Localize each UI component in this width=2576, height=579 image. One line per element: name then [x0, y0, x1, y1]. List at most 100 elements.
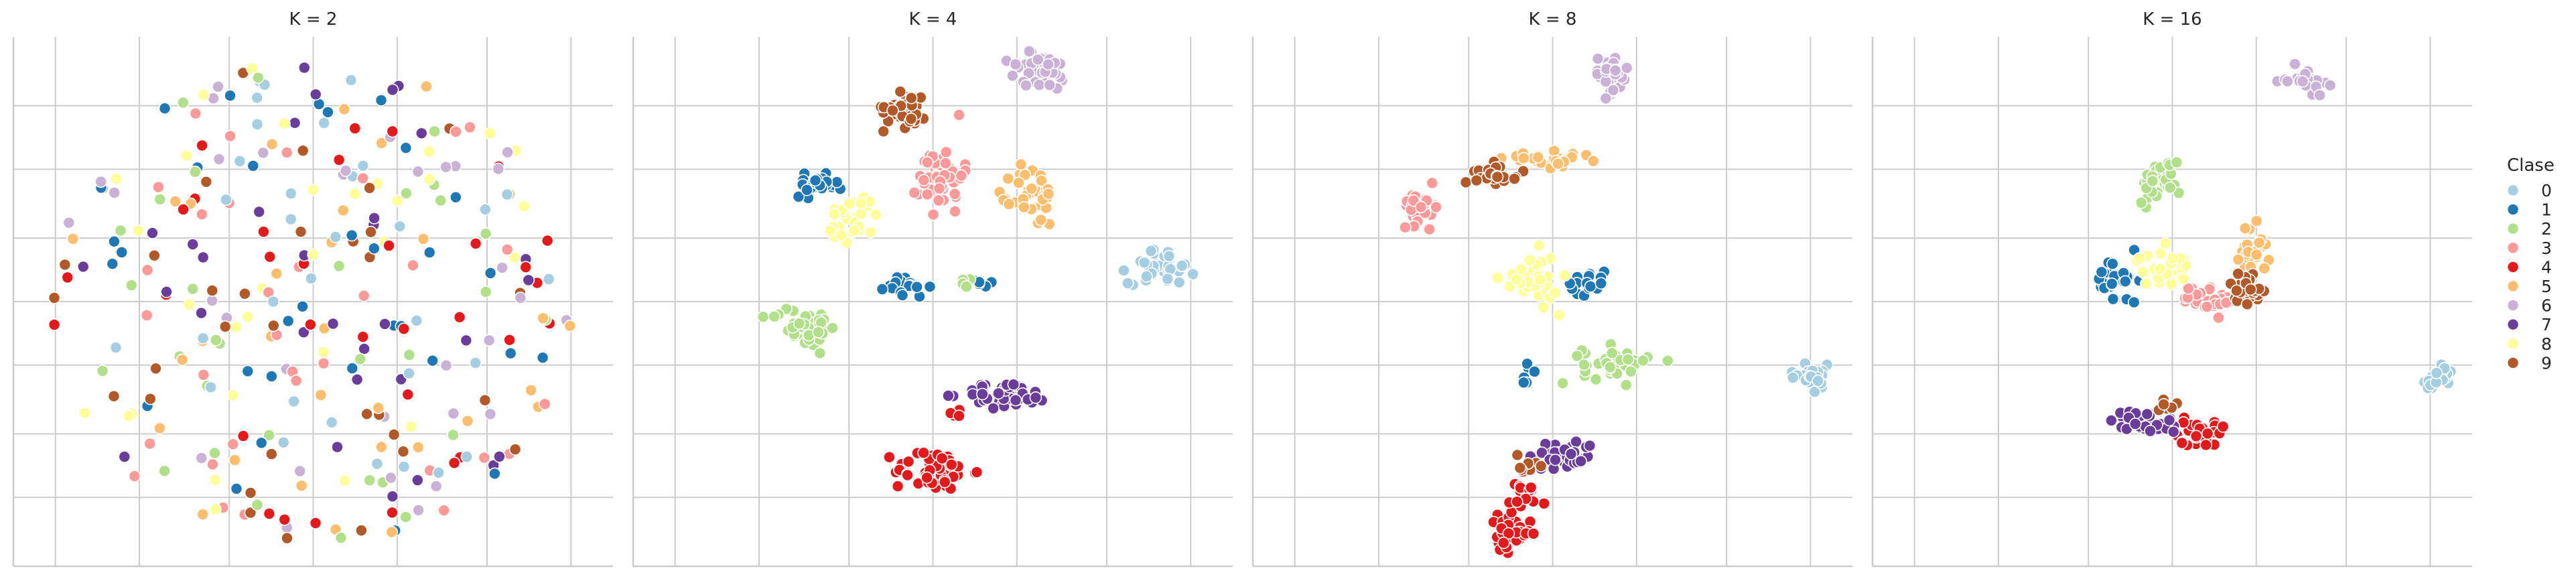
data-point-class-8 — [182, 298, 196, 311]
data-point-class-0 — [287, 395, 300, 408]
legend-item-4: 4 — [2506, 257, 2552, 277]
data-point-class-6 — [447, 407, 460, 420]
data-point-class-8 — [1537, 301, 1550, 314]
data-point-class-4 — [935, 452, 949, 465]
data-point-class-3 — [921, 156, 934, 169]
legend-label: 6 — [2541, 296, 2552, 316]
data-point-class-9 — [1513, 461, 1527, 474]
data-point-class-8 — [348, 187, 362, 200]
data-point-class-6 — [412, 503, 425, 517]
data-point-class-5 — [1025, 182, 1038, 195]
data-point-class-5 — [314, 389, 328, 401]
data-point-class-4 — [453, 310, 466, 324]
data-point-class-5 — [2238, 222, 2252, 235]
data-point-class-0 — [403, 367, 415, 380]
data-point-class-4 — [953, 409, 965, 422]
data-point-class-3 — [933, 182, 946, 195]
data-point-class-8 — [317, 346, 330, 359]
data-point-class-5 — [1532, 151, 1545, 164]
data-point-class-0 — [267, 295, 280, 308]
data-point-class-1 — [1595, 277, 1608, 290]
data-point-class-0 — [1187, 267, 1199, 281]
data-point-class-6 — [439, 160, 452, 174]
data-point-class-1 — [876, 283, 889, 296]
data-point-class-2 — [479, 227, 492, 241]
data-point-class-6 — [429, 480, 443, 493]
data-point-class-0 — [1786, 371, 1800, 384]
data-point-class-5 — [153, 422, 166, 435]
data-point-class-5 — [1002, 172, 1014, 185]
data-point-class-6 — [1599, 92, 1613, 105]
data-point-class-2 — [2170, 155, 2183, 169]
data-point-class-0 — [204, 381, 217, 394]
data-point-class-1 — [108, 235, 121, 248]
panel-title: K = 4 — [909, 9, 957, 29]
data-point-class-8 — [1534, 273, 1547, 286]
data-point-class-1 — [322, 106, 334, 119]
data-point-class-4 — [383, 239, 395, 252]
data-point-class-5 — [196, 508, 210, 521]
data-point-class-9 — [267, 319, 280, 332]
data-point-class-9 — [218, 320, 232, 333]
legend-label: 7 — [2541, 315, 2552, 334]
data-point-class-7 — [186, 238, 200, 251]
data-point-class-3 — [357, 289, 370, 302]
data-point-class-9 — [239, 287, 251, 300]
data-point-class-1 — [2128, 296, 2141, 309]
data-point-class-7 — [522, 273, 535, 287]
data-point-class-2 — [2146, 174, 2159, 188]
data-point-class-9 — [877, 125, 890, 138]
data-point-class-8 — [1552, 308, 1566, 322]
data-point-class-0 — [251, 118, 264, 131]
data-point-class-5 — [336, 204, 350, 217]
data-point-class-6 — [1009, 58, 1022, 71]
data-point-class-4 — [945, 458, 958, 471]
data-point-class-2 — [2134, 196, 2148, 209]
data-point-class-9 — [265, 448, 278, 460]
data-point-class-9 — [509, 443, 522, 456]
data-point-class-4 — [236, 430, 250, 442]
data-point-class-3 — [921, 188, 934, 201]
data-point-class-8 — [307, 248, 320, 261]
data-point-class-7 — [331, 440, 344, 454]
data-point-class-3 — [538, 397, 551, 411]
legend-label: 2 — [2541, 219, 2552, 239]
data-point-class-1 — [1521, 357, 1534, 371]
data-point-class-8 — [2153, 263, 2167, 275]
data-point-class-4 — [1502, 527, 1515, 540]
data-point-class-4 — [917, 446, 930, 460]
data-point-class-0 — [397, 460, 411, 473]
data-point-class-0 — [220, 193, 232, 206]
data-point-class-8 — [848, 224, 861, 237]
data-point-class-5 — [372, 401, 385, 414]
data-point-class-8 — [405, 420, 417, 433]
data-point-class-0 — [1161, 272, 1174, 285]
data-point-class-1 — [2095, 265, 2108, 279]
data-point-class-9 — [206, 284, 219, 297]
data-point-class-1 — [504, 346, 517, 360]
data-point-class-9 — [360, 407, 373, 421]
data-point-class-7 — [326, 317, 340, 330]
data-point-class-6 — [212, 153, 226, 166]
data-point-class-5 — [1035, 174, 1048, 188]
data-point-class-4 — [503, 333, 516, 346]
data-point-class-2 — [251, 498, 264, 511]
data-point-class-1 — [346, 362, 359, 375]
data-point-class-7 — [1583, 439, 1597, 452]
data-point-class-1 — [265, 370, 278, 383]
data-point-class-6 — [1023, 45, 1036, 58]
data-point-class-4 — [883, 450, 896, 464]
data-point-class-8 — [110, 172, 123, 186]
data-point-class-4 — [2199, 438, 2212, 452]
data-point-class-1 — [426, 354, 439, 367]
data-point-class-6 — [195, 452, 208, 464]
data-point-class-1 — [923, 280, 937, 294]
data-point-class-4 — [1511, 495, 1523, 509]
data-point-class-5 — [176, 353, 189, 367]
legend-marker — [2506, 203, 2520, 216]
data-point-class-1 — [896, 289, 909, 302]
legend-label: 5 — [2541, 277, 2552, 296]
data-point-class-4 — [263, 507, 276, 520]
data-point-class-3 — [949, 205, 961, 218]
